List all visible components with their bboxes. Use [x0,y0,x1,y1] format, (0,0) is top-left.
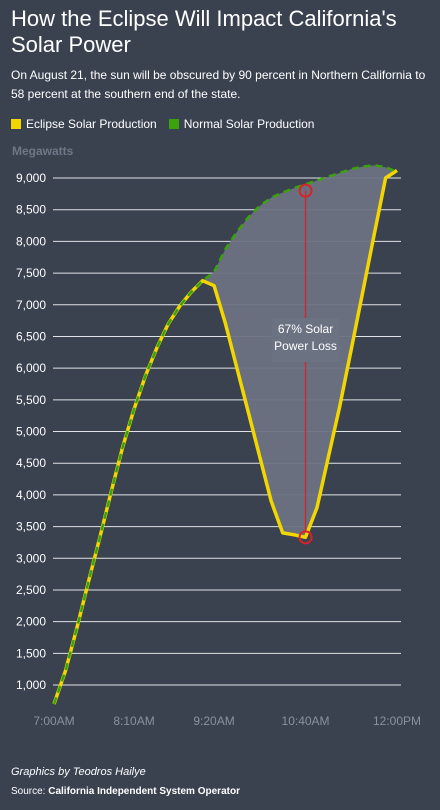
y-tick-label: 2,500 [16,583,46,597]
y-tick-label: 6,000 [16,361,46,375]
y-tick-label: 7,000 [16,298,46,312]
legend-item-normal: Normal Solar Production [168,117,315,131]
chart-subtitle: On August 21, the sun will be obscured b… [11,68,426,101]
x-tick-label: 9:20AM [193,714,234,728]
x-tick-label: 12:00PM [373,714,421,728]
y-tick-label: 7,500 [16,266,46,280]
legend-item-eclipse: Eclipse Solar Production [11,117,157,131]
y-axis-label: Megawatts [12,144,74,158]
power-loss-label-line1: 67% Solar [278,322,333,336]
marker-normal-point [298,183,313,198]
power-loss-label-line2: Power Loss [274,339,337,353]
y-tick-label: 5,500 [16,393,46,407]
x-tick-label: 7:00AM [33,714,74,728]
y-tick-label: 4,500 [16,456,46,470]
series-line-normal [52,164,398,705]
marker-eclipse-point [298,530,313,545]
legend-swatch-eclipse [11,119,21,129]
legend-label-normal: Normal Solar Production [183,117,315,131]
y-tick-label: 9,000 [16,171,46,185]
legend-swatch-normal [168,119,179,129]
y-tick-label: 3,500 [16,520,46,534]
x-tick-label: 10:40AM [282,714,330,728]
source-line: Source: California Independent System Op… [11,786,240,797]
x-tick-label: 8:10AM [113,714,154,728]
power-loss-label-background [271,318,340,362]
annotation-markers [298,183,313,545]
y-tick-label: 8,500 [16,203,46,217]
y-tick-label: 6,500 [16,329,46,343]
chart-title: How the Eclipse Will Impact California's… [11,6,397,57]
y-tick-label: 1,500 [16,646,46,660]
legend-label-eclipse: Eclipse Solar Production [26,117,157,131]
legend: Eclipse Solar Production Normal Solar Pr… [11,117,326,131]
y-tick-label: 2,000 [16,615,46,629]
graphics-credit: Graphics by Teodros Hailye [11,766,146,778]
y-tick-label: 8,000 [16,234,46,248]
source-name: California Independent System Operator [48,786,240,797]
y-tick-label: 4,000 [16,488,46,502]
y-tick-labels: 1,000 1,500 2,000 2,500 3,000 3,500 4,000 4,500… [16,171,46,692]
y-tick-label: 3,000 [16,551,46,565]
source-label: Source: [11,786,46,797]
y-tick-label: 5,000 [16,425,46,439]
y-tick-label: 1,000 [16,678,46,692]
x-tick-labels: 7:00AM 8:10AM 9:20AM 10:40AM 12:00PM [33,714,421,728]
